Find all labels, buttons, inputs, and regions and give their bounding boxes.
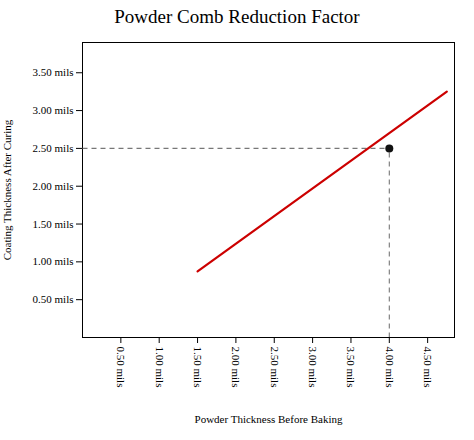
svg-text:4.50 mils: 4.50 mils (422, 347, 434, 388)
svg-text:3.50 mils: 3.50 mils (345, 347, 357, 388)
svg-text:2.50 mils: 2.50 mils (33, 142, 74, 154)
svg-text:3.00 mils: 3.00 mils (33, 104, 74, 116)
svg-text:2.00 mils: 2.00 mils (230, 347, 242, 388)
svg-text:3.50 mils: 3.50 mils (33, 66, 74, 78)
html-text:Powder Comb Reduction Factor: Powder Comb Reduction Factor (114, 6, 360, 27)
svg-text:0.50 mils: 0.50 mils (115, 347, 127, 388)
svg-text:2.00 mils: 2.00 mils (33, 180, 74, 192)
svg-text:Powder Thickness Before Baking: Powder Thickness Before Baking (195, 413, 343, 425)
svg-text:4.00 mils: 4.00 mils (384, 347, 396, 388)
svg-text:1.50 mils: 1.50 mils (33, 218, 74, 230)
svg-text:0.50 mils: 0.50 mils (33, 293, 74, 305)
svg-text:3.00 mils: 3.00 mils (307, 347, 319, 388)
svg-text:1.00 mils: 1.00 mils (154, 347, 166, 388)
svg-text:2.50 mils: 2.50 mils (269, 347, 281, 388)
svg-text:1.50 mils: 1.50 mils (192, 347, 204, 388)
svg-text:1.00 mils: 1.00 mils (33, 255, 74, 267)
svg-text:Coating Thickness After Curing: Coating Thickness After Curing (1, 119, 13, 260)
